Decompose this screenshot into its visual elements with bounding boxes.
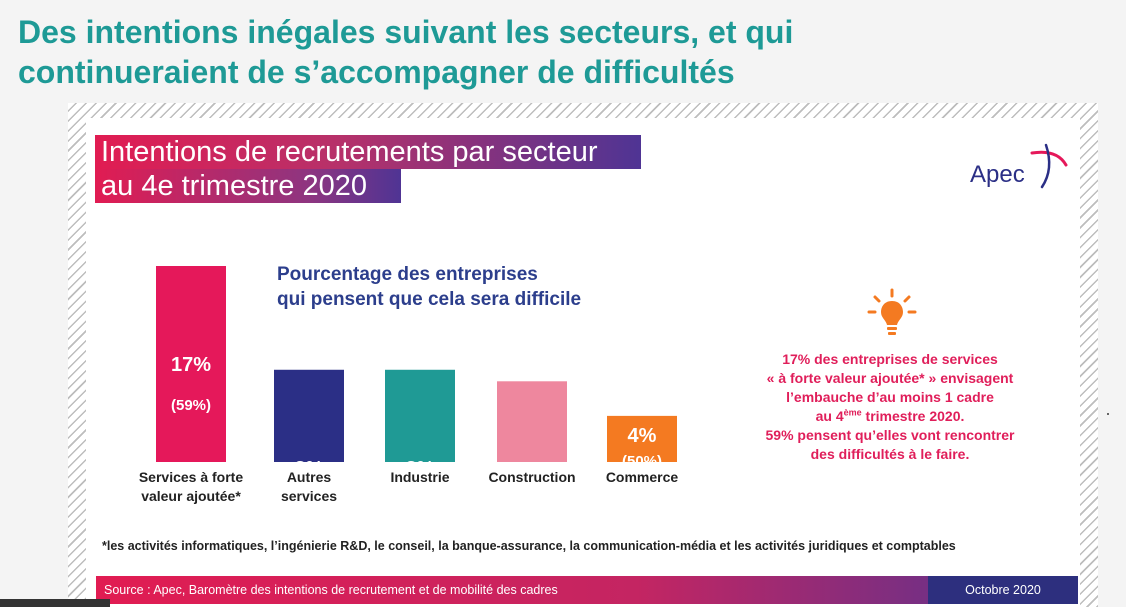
video-edge-bar <box>0 599 110 607</box>
bar-4 <box>607 415 677 462</box>
bar-value-label: 17% <box>171 354 211 376</box>
slide-title-line-1: Des intentions inégales suivant les sect… <box>18 14 794 50</box>
callout-line-3: l’embauche d’au moins 1 cadre <box>786 389 994 405</box>
bar-difficulty-label: (59%) <box>171 397 211 414</box>
source-text: Source : Apec, Baromètre des intentions … <box>104 583 558 597</box>
callout-line-1: 17% des entreprises de services <box>782 351 998 367</box>
callout-line-5: 59% pensent qu’elles vont rencontrer <box>765 427 1015 443</box>
category-label: Autres <box>287 469 332 485</box>
bar-difficulty-label: (63%) <box>400 501 440 518</box>
category-label: Construction <box>488 469 575 485</box>
bar-value-label: 7% <box>518 469 547 491</box>
callout-text: 17% des entreprises de services « à fort… <box>735 350 1045 464</box>
infographic-panel <box>68 103 1098 607</box>
apec-logo-swoosh <box>1030 150 1068 167</box>
apec-logo: Apec <box>970 143 1068 189</box>
bar-difficulty-label: (50%) <box>622 453 662 470</box>
bar-difficulty-label: (59%) <box>289 501 329 518</box>
category-label: valeur ajoutée* <box>141 488 241 504</box>
category-label: Industrie <box>390 469 449 485</box>
callout-line-6: des difficultés à le faire. <box>810 446 970 462</box>
bar-value-label: 8% <box>295 458 324 480</box>
bar-value-label: 8% <box>406 458 435 480</box>
bar-difficulty-label: (71%) <box>512 512 552 529</box>
category-label: Commerce <box>606 469 679 485</box>
slide-title: Des intentions inégales suivant les sect… <box>18 12 1108 92</box>
slide-title-line-2: continueraient de s’accompagner de diffi… <box>18 54 735 90</box>
bar-value-label: 4% <box>628 425 657 447</box>
callout-line-4-end: trimestre 2020. <box>861 408 965 424</box>
bar-0 <box>156 266 226 462</box>
callout-line-4-start: au 4 <box>815 408 844 424</box>
chart-title-line-2: qui pensent que cela sera difficile <box>277 289 582 310</box>
footer-bar: Source : Apec, Baromètre des intentions … <box>96 576 1078 604</box>
callout-line-2: « à forte valeur ajoutée* » envisagent <box>766 370 1014 386</box>
bar-3 <box>497 381 567 462</box>
apec-logo-arc <box>1040 143 1051 189</box>
banner-title-line-2: au 4e trimestre 2020 <box>95 169 401 203</box>
bar-1 <box>274 369 344 462</box>
category-label: Services à forte <box>139 469 243 485</box>
bar-2 <box>385 369 455 462</box>
chart-title: Pourcentage des entreprises qui pensent … <box>277 262 677 312</box>
edge-dot <box>1107 413 1109 415</box>
date-label: Octobre 2020 <box>928 576 1078 604</box>
callout-line-4-superscript: ème <box>843 407 862 418</box>
apec-logo-text: Apec <box>970 161 1025 188</box>
footnote: *les activités informatiques, l’ingénier… <box>102 539 956 553</box>
banner-title-line-1: Intentions de recrutements par secteur <box>95 135 641 169</box>
chart-title-line-1: Pourcentage des entreprises <box>277 264 538 285</box>
callout-line-4: au 4ème trimestre 2020. <box>735 407 1045 426</box>
lightbulb-icon <box>867 288 917 335</box>
category-label: services <box>281 488 337 504</box>
